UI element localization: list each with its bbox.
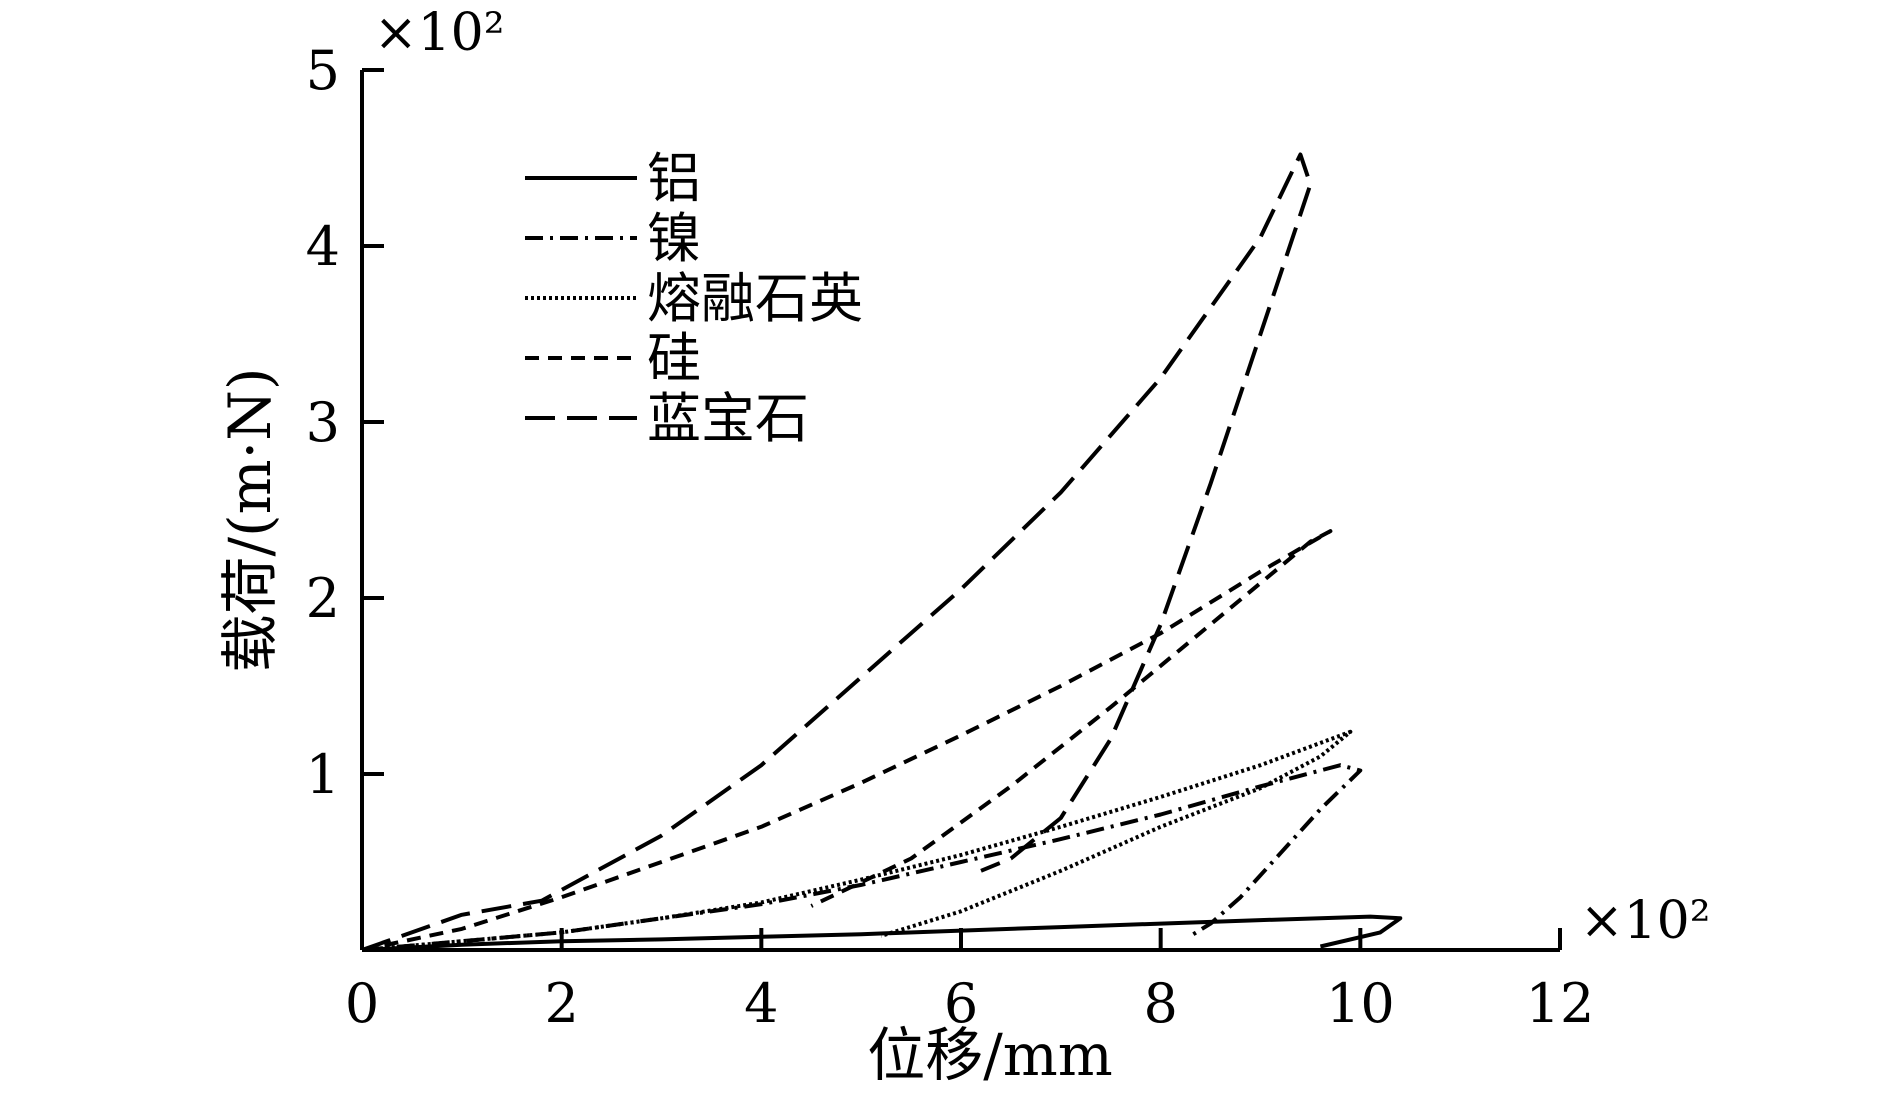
y-tick-label: 2 [306,567,340,630]
legend-label-3: 熔融石英 [647,267,863,330]
x-tick-label: 10 [1326,972,1395,1035]
legend-label-4: 硅 [647,327,701,390]
series-line-4 [361,529,1333,952]
y-tick-label: 3 [306,391,340,454]
x-tick-label: 12 [1526,972,1595,1035]
y-tick-label: 5 [306,39,340,102]
y-axis-label: 载荷/(m·N) [216,368,284,673]
legend-label-1: 铝 [647,147,701,210]
data-curves [361,152,1403,952]
x-tick-label: 0 [345,972,379,1035]
series-line-5 [361,152,1313,952]
series-line-2 [361,763,1363,952]
x-tick-label: 6 [944,972,978,1035]
legend-label-2: 镍 [647,207,701,270]
y-tick-label: 1 [306,743,340,806]
y-tick-label: 4 [306,215,340,278]
legend-label-5: 蓝宝石 [647,387,809,450]
series-line-1 [361,914,1403,952]
x-tick-label: 8 [1143,972,1177,1035]
series-line-3 [361,729,1353,952]
y-scale-label: ×10² [374,3,505,63]
axes [360,70,1560,952]
x-axis-label: 位移/mm [867,1021,1113,1089]
x-tick-label: 2 [544,972,578,1035]
x-scale-label: ×10² [1580,891,1711,951]
x-tick-label: 4 [744,972,778,1035]
